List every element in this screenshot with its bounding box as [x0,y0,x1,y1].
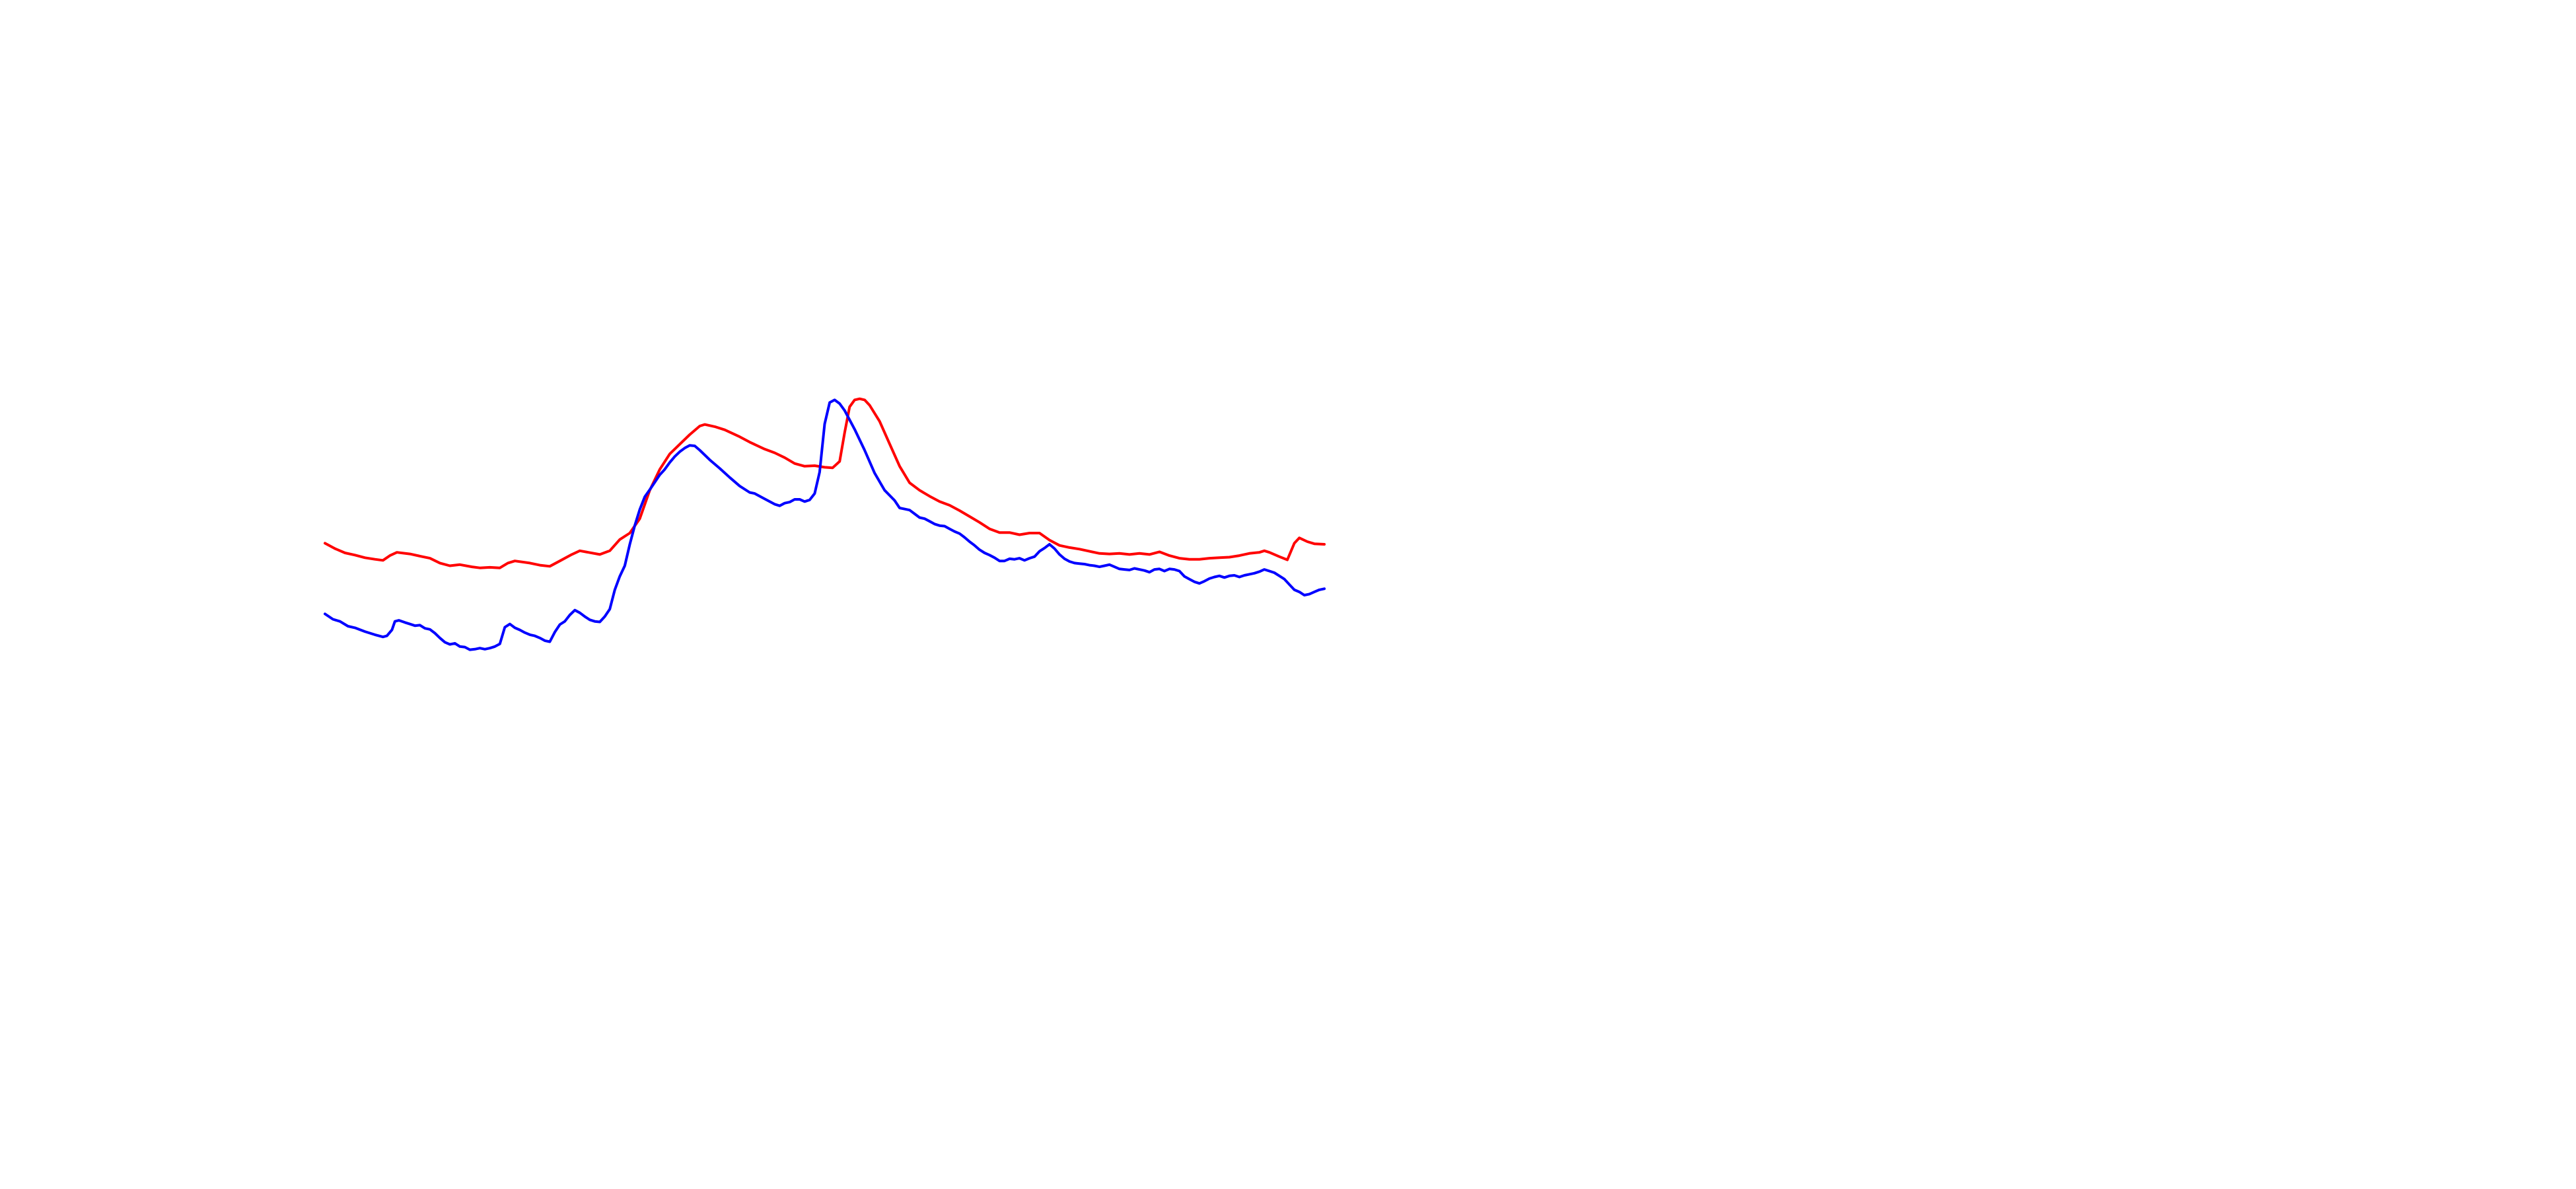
plot-area [324,397,1326,651]
series-line-2 [324,398,1326,651]
series-line-1 [324,397,1326,569]
